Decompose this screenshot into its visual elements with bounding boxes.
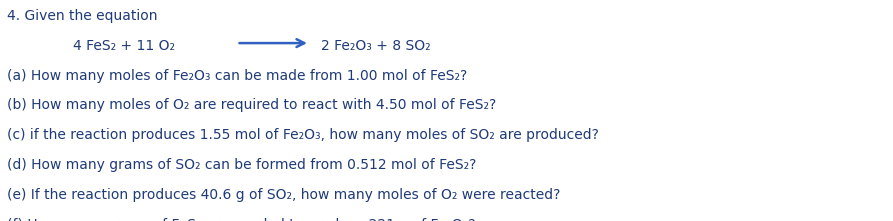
Text: (b) How many moles of O₂ are required to react with 4.50 mol of FeS₂?: (b) How many moles of O₂ are required to… <box>7 98 497 112</box>
Text: 2 Fe₂O₃ + 8 SO₂: 2 Fe₂O₃ + 8 SO₂ <box>321 39 431 53</box>
Text: 4 FeS₂ + 11 O₂: 4 FeS₂ + 11 O₂ <box>73 39 175 53</box>
Text: (d) How many grams of SO₂ can be formed from 0.512 mol of FeS₂?: (d) How many grams of SO₂ can be formed … <box>7 158 477 172</box>
Text: (a) How many moles of Fe₂O₃ can be made from 1.00 mol of FeS₂?: (a) How many moles of Fe₂O₃ can be made … <box>7 69 467 82</box>
Text: (e) If the reaction produces 40.6 g of SO₂, how many moles of O₂ were reacted?: (e) If the reaction produces 40.6 g of S… <box>7 188 561 202</box>
Text: (c) if the reaction produces 1.55 mol of Fe₂O₃, how many moles of SO₂ are produc: (c) if the reaction produces 1.55 mol of… <box>7 128 599 142</box>
Text: (f) How many grams of FeS₂ are needed to produce 221 g of Fe₂O₃?: (f) How many grams of FeS₂ are needed to… <box>7 218 476 221</box>
Text: 4. Given the equation: 4. Given the equation <box>7 9 158 23</box>
